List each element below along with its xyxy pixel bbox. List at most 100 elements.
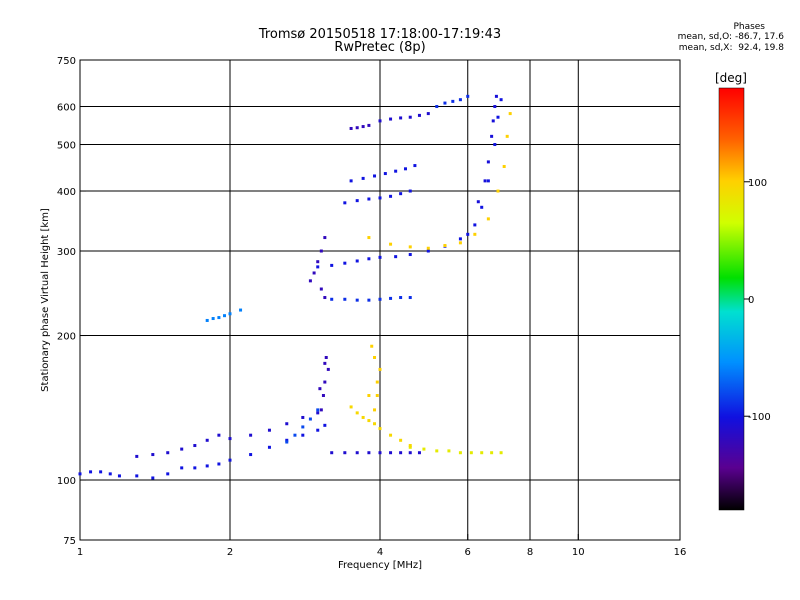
data-point <box>135 454 139 458</box>
data-point <box>389 242 393 246</box>
data-point <box>117 474 121 478</box>
data-point <box>323 380 327 384</box>
data-point <box>211 317 215 321</box>
y-tick-label: 400 <box>57 187 76 198</box>
data-point <box>323 361 327 365</box>
data-point <box>394 169 398 173</box>
data-point <box>223 314 227 318</box>
phase-stats-x: mean, sd,X: 92.4, 19.8 <box>678 43 784 53</box>
data-point <box>217 316 221 320</box>
data-point <box>408 296 412 300</box>
data-point <box>373 422 377 426</box>
data-point <box>343 297 347 301</box>
data-point <box>408 115 412 119</box>
data-point <box>99 470 103 474</box>
data-point <box>486 217 490 221</box>
data-point <box>408 445 412 449</box>
data-point <box>378 451 382 455</box>
data-point <box>378 367 382 371</box>
data-point <box>323 296 327 300</box>
data-point <box>408 245 412 249</box>
data-point <box>394 255 398 259</box>
data-point <box>318 387 322 391</box>
data-point <box>408 253 412 257</box>
data-point <box>367 123 371 127</box>
data-point <box>469 451 473 455</box>
x-tick-label: 8 <box>527 547 533 558</box>
y-axis-ticks: 75 100 200 300 400 500 600 750 <box>57 56 86 547</box>
data-point <box>166 451 170 455</box>
data-point <box>343 451 347 455</box>
data-point <box>375 380 379 384</box>
y-tick-label: 300 <box>57 247 76 258</box>
data-point <box>361 176 365 180</box>
data-point <box>499 451 503 455</box>
data-point <box>426 246 430 250</box>
data-point <box>308 279 312 283</box>
phase-stats-title: Phases <box>733 22 765 32</box>
data-point <box>502 164 506 168</box>
data-point <box>326 367 330 371</box>
data-point <box>399 192 403 196</box>
data-point <box>301 415 305 419</box>
data-point <box>343 201 347 205</box>
data-point <box>378 255 382 259</box>
data-point <box>389 296 393 300</box>
y-tick-label: 75 <box>63 536 76 547</box>
data-point <box>367 451 371 455</box>
data-point <box>205 438 209 442</box>
x-tick-label: 16 <box>674 547 687 558</box>
data-point <box>417 451 421 455</box>
data-point <box>490 451 494 455</box>
data-point <box>166 472 170 476</box>
y-tick-label: 200 <box>57 332 76 343</box>
y-tick-label: 100 <box>57 476 76 487</box>
data-point <box>389 194 393 198</box>
data-point <box>312 271 316 275</box>
data-point <box>205 318 209 322</box>
data-point <box>324 355 328 359</box>
data-point <box>349 126 353 130</box>
data-point <box>378 196 382 200</box>
data-point <box>217 462 221 466</box>
data-point <box>476 200 480 204</box>
data-point <box>389 451 393 455</box>
data-point <box>239 308 243 312</box>
data-point <box>480 205 484 209</box>
data-point <box>355 298 359 302</box>
data-point <box>193 466 197 470</box>
data-point <box>249 433 253 437</box>
data-point <box>458 98 462 102</box>
data-point <box>228 458 232 462</box>
data-point <box>151 453 155 457</box>
data-point <box>417 113 421 117</box>
data-point <box>217 433 221 437</box>
data-point <box>486 179 490 183</box>
data-point <box>505 134 509 138</box>
data-point <box>316 428 320 432</box>
colorbar <box>718 87 745 511</box>
data-point <box>78 472 82 476</box>
data-point <box>267 445 271 449</box>
data-point <box>301 425 305 429</box>
data-point <box>193 444 197 448</box>
data-point <box>285 440 289 444</box>
data-point <box>491 119 495 123</box>
data-point <box>490 134 494 138</box>
data-points <box>78 94 512 480</box>
data-point <box>316 260 320 264</box>
colorbar-tick-label: 0 <box>748 295 754 306</box>
data-point <box>389 433 393 437</box>
data-point <box>355 451 359 455</box>
data-point <box>499 98 503 102</box>
data-point <box>383 172 387 176</box>
data-point <box>319 287 323 291</box>
data-point <box>370 344 374 348</box>
data-point <box>180 447 184 451</box>
data-point <box>323 236 327 240</box>
x-axis-label: Frequency [MHz] <box>338 560 422 571</box>
data-point <box>367 197 371 201</box>
data-point <box>330 451 334 455</box>
data-point <box>151 476 155 480</box>
data-point <box>308 417 312 421</box>
